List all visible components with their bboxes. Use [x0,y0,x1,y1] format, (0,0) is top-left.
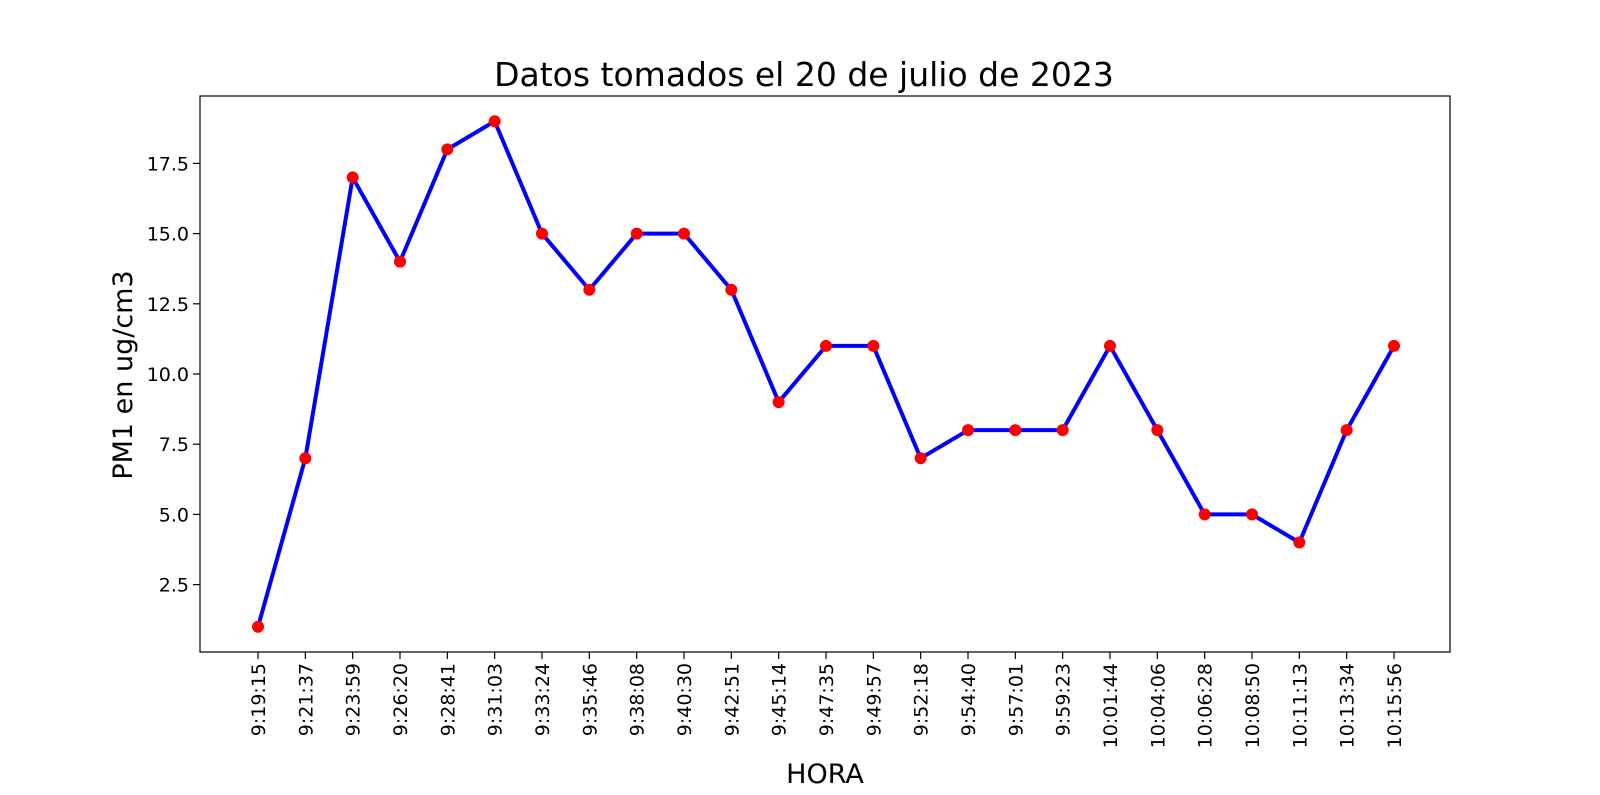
data-point [725,283,738,296]
x-tick-label: 9:52:18 [911,663,933,736]
x-tick-label: 9:59:23 [1053,663,1075,736]
x-tick-label: 9:19:15 [248,663,270,736]
x-tick-label: 9:54:40 [958,663,980,736]
y-tick-label: 7.5 [159,434,189,456]
data-point [914,452,927,465]
y-tick-label: 5.0 [159,504,189,526]
data-point [1388,339,1400,352]
x-tick-label: 10:04:06 [1147,663,1169,748]
series-line [256,119,1396,629]
data-point [820,339,832,352]
data-point [678,227,690,240]
x-tick-label: 9:42:51 [721,663,743,736]
x-tick-label: 9:47:35 [816,663,838,736]
x-tick-label: 10:01:44 [1100,663,1122,748]
chart-title: Datos tomados el 20 de julio de 2023 [494,55,1114,94]
data-point [1056,424,1069,437]
data-point [1246,508,1258,521]
y-tick-label: 15.0 [147,224,189,246]
data-point [1009,424,1022,437]
data-point [1293,536,1306,549]
data-point [299,452,312,465]
data-point [346,171,359,184]
x-tick-label: 9:45:14 [769,663,791,736]
series-group [252,115,1400,633]
data-point [772,396,785,409]
x-axis-label: HORA [786,759,864,790]
data-point [394,255,406,268]
y-tick-label: 12.5 [147,294,189,316]
x-tick-label: 9:26:20 [390,663,412,736]
y-tick-label: 17.5 [147,153,189,175]
y-axis: 2.5 5.0 7.5 10.0 12.5 15.0 17.5 [147,153,200,597]
data-point [252,620,264,633]
x-tick-label: 10:11:13 [1289,663,1311,748]
data-point [630,227,643,240]
x-tick-label: 9:40:30 [674,663,696,736]
data-point [1151,424,1164,437]
x-tick-label: 9:21:37 [295,663,317,736]
y-axis-label: PM1 en ug/cm3 [108,270,139,479]
data-point [962,424,974,437]
data-point [441,143,454,156]
x-tick-label: 10:06:28 [1195,663,1217,748]
data-point [1198,508,1211,521]
x-tick-label: 9:33:24 [532,663,554,736]
data-point [536,227,548,240]
data-point [1340,424,1353,437]
plot-area-frame [199,95,1451,653]
x-tick-label: 9:38:08 [627,663,649,736]
x-tick-label: 10:13:34 [1337,663,1359,748]
x-tick-label: 9:57:01 [1005,663,1027,736]
x-tick-label: 10:08:50 [1242,663,1264,748]
x-tick-label: 9:31:03 [485,663,507,736]
x-tick-label: 9:23:59 [343,663,365,736]
y-tick-label: 2.5 [159,575,189,597]
x-tick-label: 9:49:57 [863,663,885,736]
y-tick-label: 10.0 [147,364,189,386]
data-point [1104,339,1116,352]
data-point [583,283,596,296]
x-tick-label: 9:35:46 [579,663,601,736]
x-tick-label: 9:28:41 [437,663,459,736]
data-point [867,339,880,352]
data-point [488,115,501,128]
x-tick-label: 10:15:56 [1384,663,1406,748]
x-axis: 9:19:15 9:21:37 9:23:59 9:26:20 9:28:41 9:31:… [248,652,1406,748]
